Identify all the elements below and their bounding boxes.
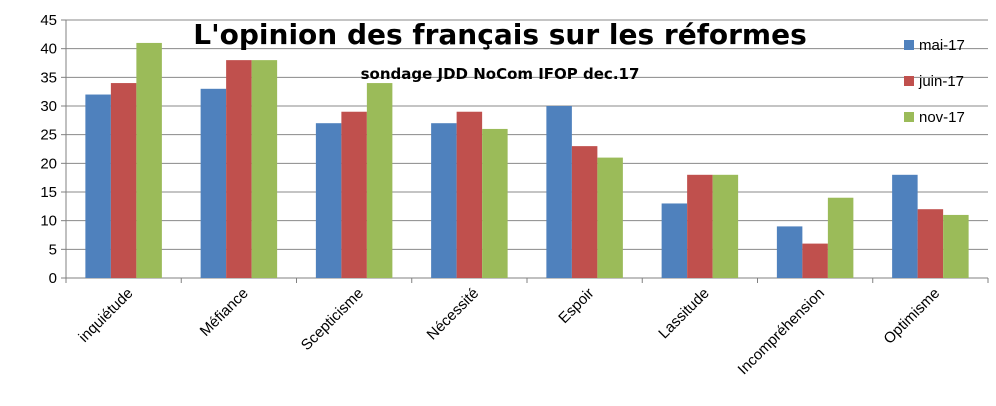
bar-juin-17-Nécessité [456, 111, 483, 278]
y-tick-label: 35 [40, 69, 57, 86]
y-tick-label: 30 [40, 98, 57, 115]
bar-juin-17-Espoir [571, 146, 598, 278]
x-tick-label: Lassitude [655, 285, 712, 342]
y-tick-label: 45 [40, 12, 57, 29]
bar-nov-17-Espoir [597, 157, 623, 278]
bar-juin-17-Optimisme [917, 209, 944, 278]
bar-juin-17-Lassitude [687, 174, 713, 278]
legend: mai-17 juin-17 nov-17 [904, 37, 965, 126]
legend-swatch [904, 112, 914, 122]
y-tick-label: 25 [40, 127, 57, 144]
bar-mai-17-Optimisme [892, 174, 918, 278]
x-tick-label: Scepticisme [298, 285, 367, 354]
bar-nov-17-Méfiance [251, 60, 278, 279]
y-tick-label: 10 [40, 213, 57, 230]
bar-nov-17-Scepticisme [366, 83, 393, 278]
bar-nov-17-inquiétude [136, 42, 162, 278]
bar-juin-17-inquiétude [110, 83, 137, 278]
x-tick-label: Méfiance [197, 285, 252, 340]
x-tick-label: Nécessité [424, 285, 483, 344]
bar-mai-17-Méfiance [200, 88, 227, 278]
bar-nov-17-Lassitude [712, 174, 739, 278]
y-tick-label: 0 [49, 270, 57, 287]
bar-mai-17-Lassitude [661, 203, 688, 278]
chart-title: L'opinion des français sur les réformes [193, 18, 807, 51]
bar-mai-17-Nécessité [431, 123, 457, 278]
x-tick-label: Espoir [555, 285, 597, 327]
bar-mai-17-inquiétude [85, 94, 111, 279]
y-tick-label: 5 [49, 241, 57, 258]
x-tick-label: Optimisme [880, 285, 943, 348]
bar-mai-17-Incompréhension [776, 226, 803, 278]
bar-juin-17-Incompréhension [802, 243, 828, 278]
y-tick-label: 15 [40, 184, 57, 201]
legend-label: nov-17 [919, 109, 965, 126]
bars [85, 42, 969, 279]
chart-subtitle: sondage JDD NoCom IFOP dec.17 [361, 65, 640, 83]
bar-nov-17-Incompréhension [827, 197, 854, 278]
y-tick-label: 20 [40, 155, 57, 172]
bar-mai-17-Espoir [546, 106, 572, 278]
bar-nov-17-Optimisme [943, 214, 969, 278]
legend-swatch [904, 76, 914, 86]
bar-nov-17-Nécessité [482, 128, 508, 278]
bar-mai-17-Scepticisme [315, 123, 342, 278]
legend-label: juin-17 [918, 73, 964, 90]
bar-juin-17-Méfiance [226, 60, 252, 279]
legend-label: mai-17 [919, 37, 965, 54]
y-tick-label: 40 [40, 41, 57, 58]
bar-juin-17-Scepticisme [341, 111, 367, 278]
x-tick-label: Incompréhension [735, 285, 828, 378]
legend-swatch [904, 40, 914, 50]
x-tick-label: inquiétude [75, 285, 136, 346]
